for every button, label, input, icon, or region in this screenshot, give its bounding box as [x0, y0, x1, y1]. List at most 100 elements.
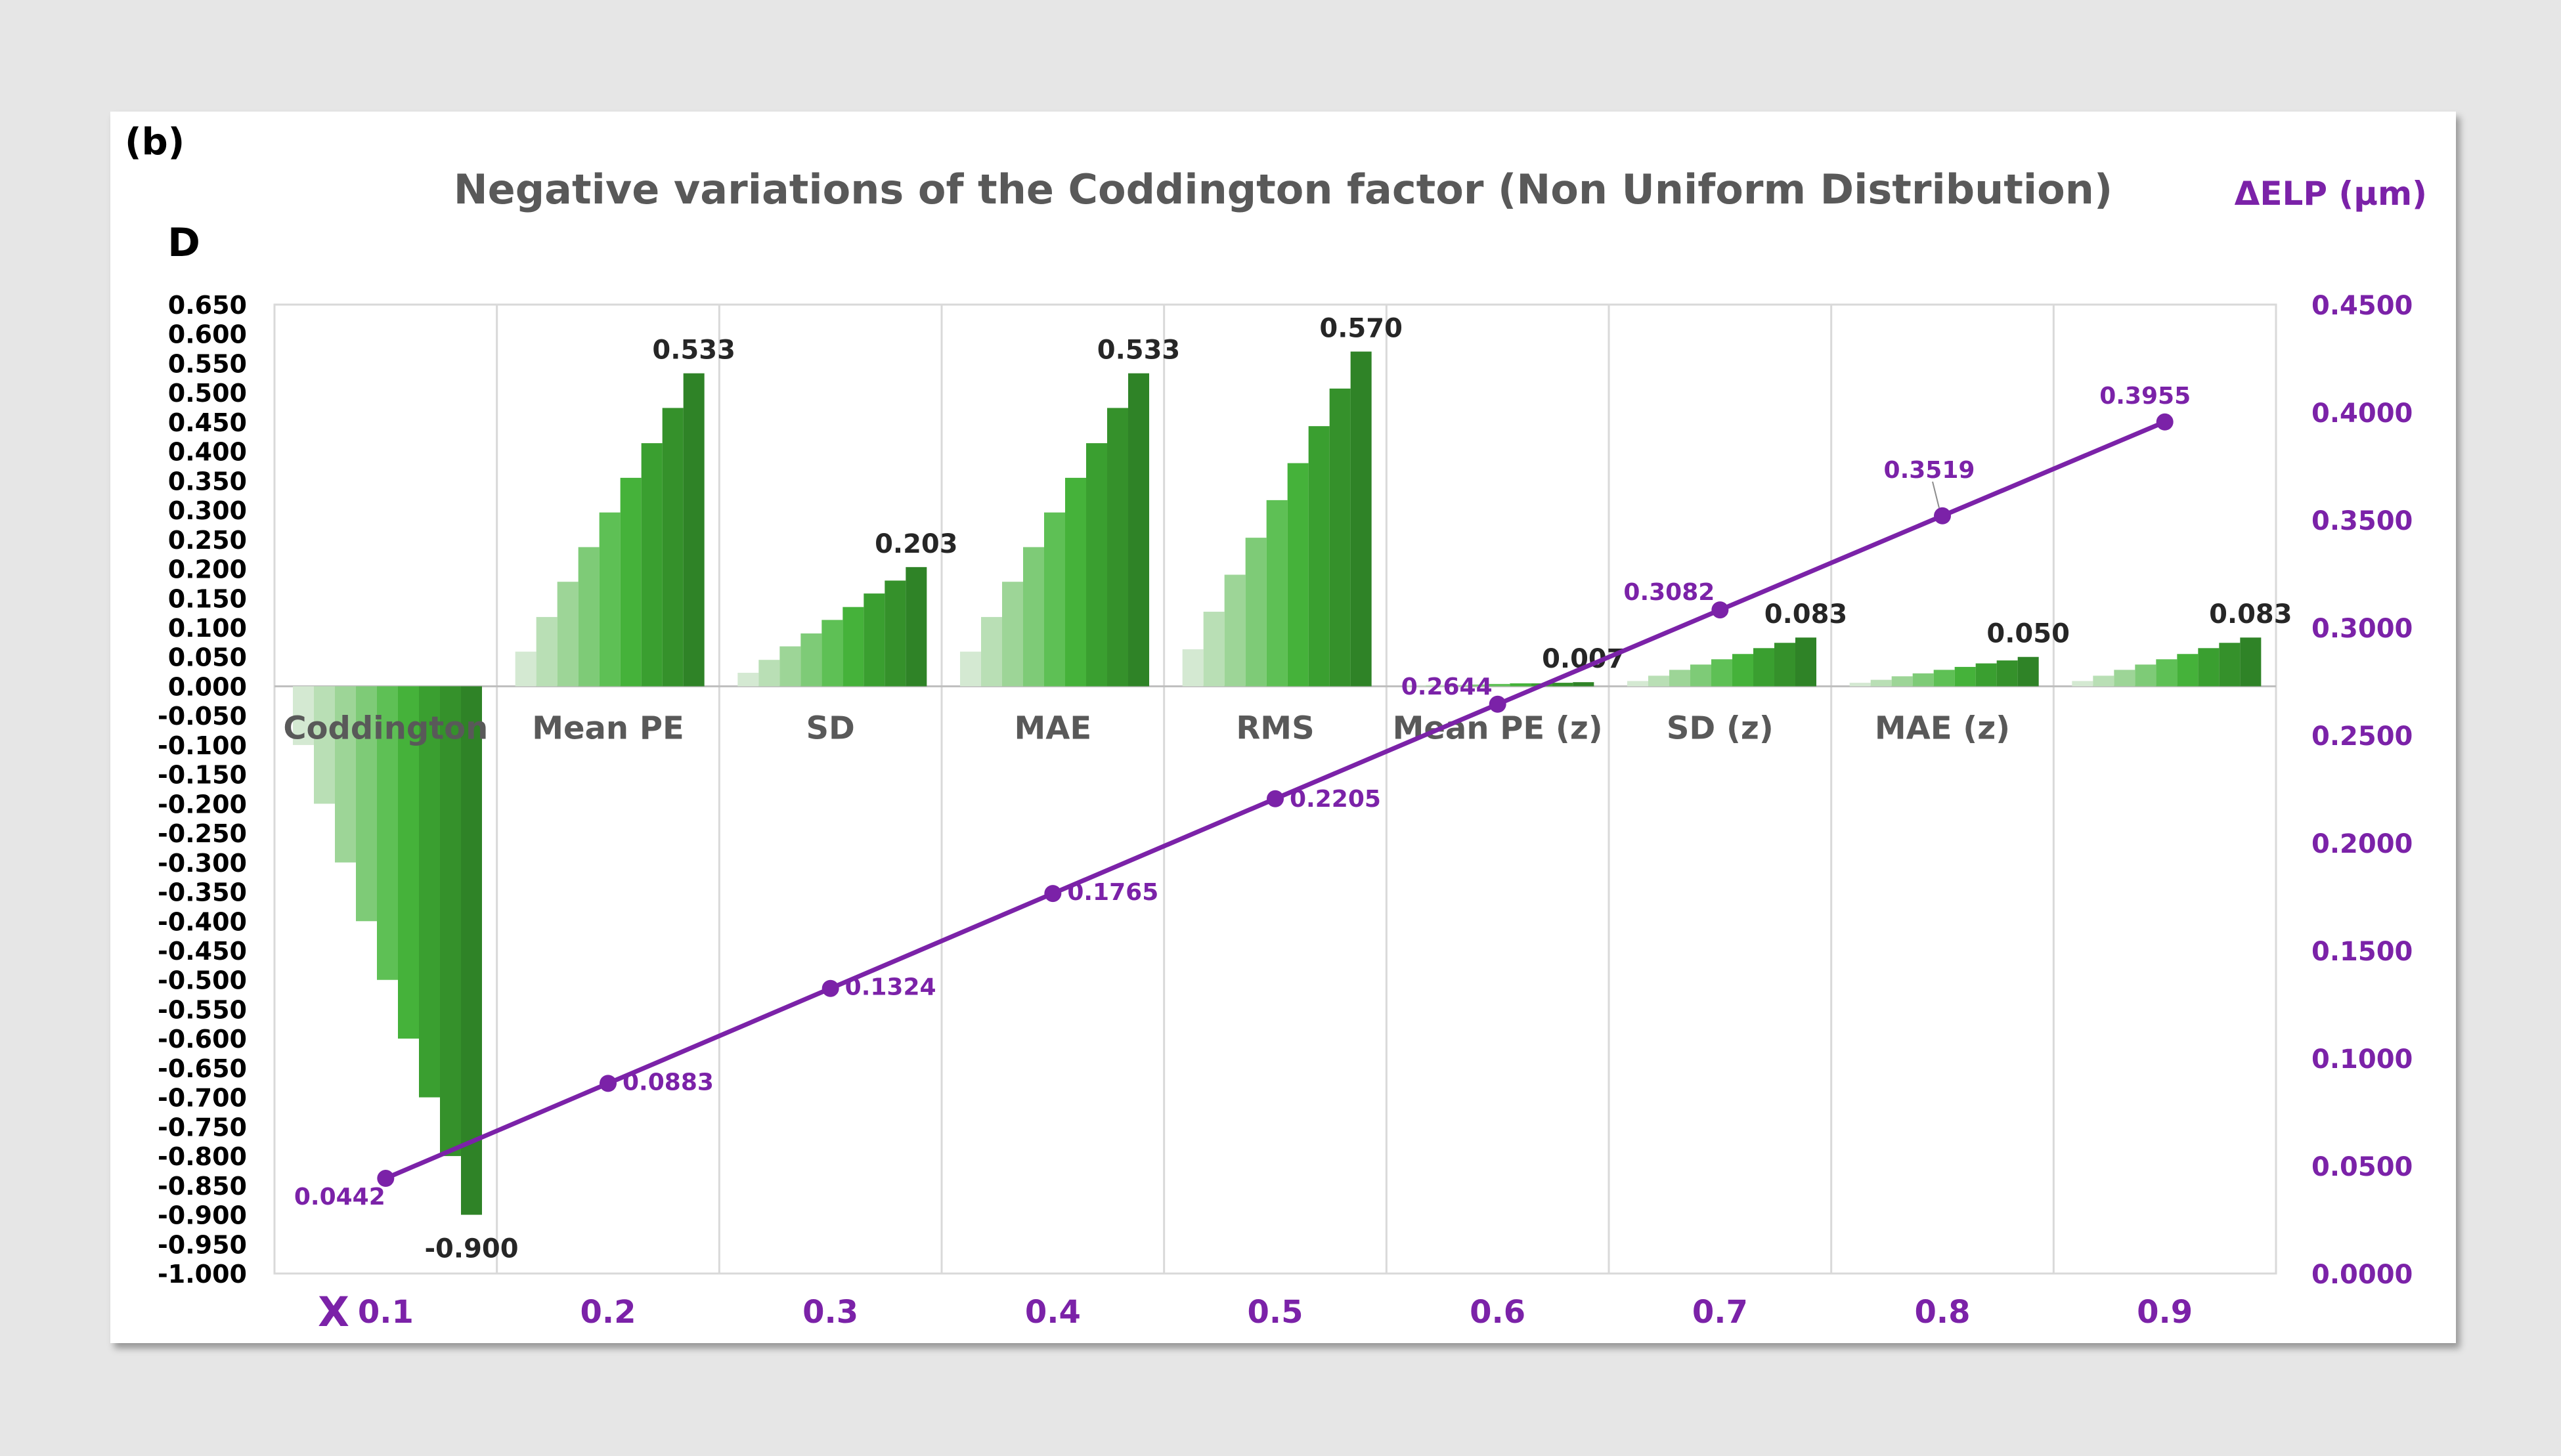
- elp-point: [600, 1075, 617, 1092]
- group-label: MAE: [1014, 710, 1091, 746]
- y-left-tick-label: 0.300: [168, 496, 247, 525]
- group-label: Mean PE (z): [1393, 710, 1603, 746]
- bar-value-label: 0.050: [1986, 619, 2070, 649]
- elp-point-label: 0.0883: [623, 1069, 714, 1096]
- bar: [1308, 426, 1330, 687]
- bar: [2093, 675, 2114, 687]
- y-left-tick-label: -0.050: [158, 702, 247, 731]
- bar: [906, 567, 927, 687]
- bar: [398, 686, 419, 1039]
- bar: [440, 686, 461, 1157]
- elp-point: [377, 1170, 395, 1188]
- group-label: Coddington: [283, 710, 488, 746]
- y-right-tick-label: 0.4000: [2311, 398, 2413, 429]
- bar: [2072, 681, 2093, 687]
- group-label: MAE (z): [1875, 710, 2010, 746]
- bar: [1086, 443, 1107, 687]
- bar: [1245, 538, 1267, 687]
- y-left-tick-label: 0.250: [168, 526, 247, 555]
- bar: [557, 582, 579, 687]
- bar: [1447, 685, 1468, 687]
- bar: [1107, 408, 1128, 687]
- y-right-tick-label: 0.3000: [2311, 614, 2413, 644]
- bar: [960, 651, 981, 687]
- y-left-tick-label: -0.900: [158, 1201, 247, 1230]
- bar: [536, 616, 558, 687]
- bar-value-label: 0.570: [1319, 314, 1403, 344]
- y-left-tick-label: 0.450: [168, 408, 247, 437]
- chart-card: (b) Negative variations of the Coddingto…: [110, 112, 2456, 1343]
- elp-point-label: 0.1324: [845, 974, 936, 1001]
- bar: [800, 633, 822, 687]
- bar: [2114, 670, 2135, 687]
- y-right-tick-label: 0.1000: [2311, 1044, 2413, 1075]
- elp-point: [2156, 413, 2174, 431]
- bar: [335, 686, 356, 863]
- bar: [1065, 477, 1086, 687]
- bar: [758, 660, 780, 687]
- bar: [1954, 666, 1976, 687]
- x-tick-label: 0.4: [1025, 1294, 1081, 1331]
- bar: [1023, 547, 1044, 687]
- x-tick-label: 0.7: [1692, 1294, 1748, 1331]
- bar: [2240, 637, 2262, 687]
- x-axis-label: X: [318, 1288, 349, 1336]
- bar: [662, 408, 684, 687]
- bar: [1044, 512, 1065, 687]
- bar: [1849, 683, 1871, 687]
- y-left-tick-label: -0.550: [158, 995, 247, 1024]
- elp-point-label: 0.1765: [1067, 879, 1158, 906]
- bar: [1203, 611, 1225, 687]
- label-leader-line: [1932, 481, 1940, 509]
- bar-value-label: 0.203: [875, 529, 958, 559]
- y-left-tick-label: -0.300: [158, 849, 247, 878]
- bar: [314, 686, 335, 804]
- x-tick-label: 0.6: [1470, 1294, 1525, 1331]
- bar: [821, 620, 843, 687]
- y-right-tick-label: 0.0000: [2311, 1260, 2413, 1290]
- y-left-tick-label: 0.500: [168, 379, 247, 408]
- x-tick-label: 0.8: [1914, 1294, 1970, 1331]
- bar: [1489, 683, 1510, 687]
- x-tick-label: 0.5: [1247, 1294, 1303, 1331]
- bar-value-label: 0.083: [2209, 599, 2292, 630]
- bar: [1329, 388, 1351, 687]
- bar: [2135, 664, 2156, 687]
- y-left-tick-label: -0.750: [158, 1113, 247, 1142]
- bar: [1224, 574, 1246, 687]
- elp-point: [1044, 885, 1062, 903]
- bar: [1573, 682, 1594, 687]
- y-axis-left-label: D: [167, 220, 200, 266]
- bar: [1287, 463, 1309, 687]
- bar: [356, 686, 377, 922]
- y-left-tick-label: -0.700: [158, 1084, 247, 1113]
- bar: [1468, 684, 1489, 687]
- bar-value-label: 0.083: [1764, 599, 1848, 630]
- y-left-tick-label: -0.150: [158, 761, 247, 790]
- bar: [2156, 659, 2178, 687]
- bar: [1975, 663, 1997, 687]
- elp-point: [821, 979, 839, 997]
- elp-point-label: 0.2644: [1401, 674, 1493, 700]
- bar: [641, 443, 663, 687]
- bar: [1753, 648, 1774, 687]
- y-left-tick-label: 0.600: [168, 320, 247, 349]
- y-right-tick-label: 0.3500: [2311, 506, 2413, 536]
- elp-point-label: 0.2205: [1290, 786, 1381, 813]
- bar: [461, 686, 482, 1215]
- bar: [2017, 656, 2039, 687]
- bar: [1405, 685, 1426, 687]
- bar: [1795, 637, 1816, 687]
- y-left-tick-label: 0.050: [168, 643, 247, 672]
- y-left-tick-label: 0.400: [168, 438, 247, 467]
- chart: (b) Negative variations of the Coddingto…: [125, 121, 2427, 1336]
- bar: [1350, 351, 1372, 687]
- y-left-tick-label: 0.350: [168, 467, 247, 496]
- bar: [1128, 373, 1149, 687]
- x-tick-label: 0.9: [2137, 1294, 2193, 1331]
- bar: [1690, 664, 1711, 687]
- bar-value-label: 0.533: [652, 335, 735, 366]
- elp-point-label: 0.3519: [1884, 457, 1975, 484]
- elp-point: [1934, 507, 1951, 525]
- bar: [1996, 660, 2018, 687]
